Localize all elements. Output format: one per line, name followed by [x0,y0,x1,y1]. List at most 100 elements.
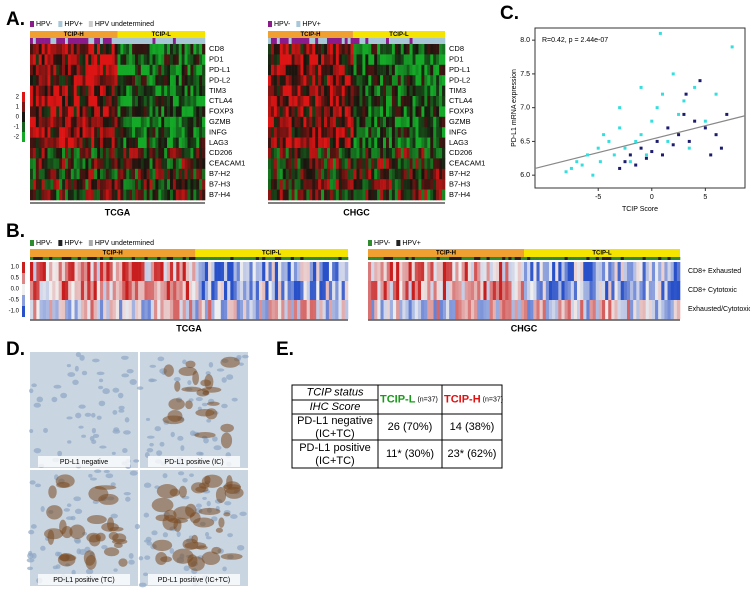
heatmap-cell [344,106,348,118]
heatmap-cell [76,189,80,201]
heatmap-cell [279,106,284,118]
heatmap-cell [32,179,37,190]
heatmap-cell [442,189,446,201]
heatmap-cell [53,137,57,149]
hpv-cell [573,257,578,260]
nucleus [40,545,46,551]
heatmap-cell [356,137,360,149]
heatmap-cell [102,127,107,138]
heatmap-cell [42,262,47,282]
heatmap-cell [626,262,631,282]
heatmap-cell [105,179,110,190]
heatmap-cell [386,148,390,159]
heatmap-cell [149,106,153,118]
nucleus [169,547,175,554]
hpv-cell [278,257,282,260]
heatmap-cell [172,158,177,170]
heatmap-cell [341,96,345,107]
heatmap-cell [377,168,381,180]
heatmap-cell [300,189,304,201]
legend-swatch [58,21,63,27]
heatmap-cell [79,168,83,180]
heatmap-cell [157,281,161,301]
heatmap-cell [199,96,203,107]
heatmap-cell [329,96,334,107]
heatmap-cell [279,96,284,107]
hpv-cell [508,257,512,260]
heatmap-cell [573,300,578,320]
heatmap-cell [35,106,40,118]
heatmap-cell [315,137,319,149]
heatmap-cell [368,300,372,320]
heatmap-cell [199,85,203,97]
heatmap-cell [288,168,292,180]
hpv-cell [140,38,145,44]
table-cell: 23* (62%) [448,448,497,460]
heatmap-cell [365,168,369,180]
heatmap-cell [306,96,310,107]
heatmap-cell [315,148,319,159]
heatmap-cell [397,127,402,138]
heatmap-cell [455,281,459,301]
heatmap-cell [91,96,95,107]
heatmap-cell [53,179,57,190]
heatmap-cell [377,106,381,118]
heatmap-cell [140,106,145,118]
hpv-cell [258,257,263,260]
hpv-cell [195,257,199,260]
nucleus [120,355,129,360]
heatmap-cell [400,106,404,118]
heatmap-cell [117,85,121,97]
heatmap-cell [303,168,307,180]
heatmap-cell [178,96,182,107]
heatmap-cell [187,75,191,86]
heatmap-cell [327,64,331,76]
heatmap-cell [377,300,381,320]
heatmap-cell [380,75,384,86]
nucleus [156,450,163,456]
nucleus [128,553,134,559]
heatmap-cell [424,281,428,301]
heatmap-cell [190,44,194,55]
heatmap-cell [149,137,153,149]
fit-line [534,115,746,170]
hpv-cell [664,257,668,260]
hpv-cell [150,257,155,260]
row-label: (IC+TC) [315,455,354,467]
heatmap-cell [489,300,494,320]
nucleus [206,418,212,423]
heatmap-cell [312,116,316,128]
gene-label: CTLA4 [449,96,472,105]
legend-swatch [88,21,93,27]
heatmap-cell [353,127,357,138]
hpv-cell [527,257,531,260]
heatmap-cell [405,300,409,320]
heatmap-cell [300,158,304,170]
heatmap-cell [38,54,42,66]
heatmap-cell [282,158,286,170]
heatmap-cell [170,75,174,86]
heatmap-cell [88,64,92,76]
heatmap-cell [424,44,428,55]
heatmap-cell [137,127,142,138]
heatmap-cell [96,300,101,320]
heatmap-cell [140,85,145,97]
gene-label: B7-H4 [209,190,230,199]
heatmap-cell [53,127,57,138]
heatmap-cell [278,262,282,282]
hpv-cell [327,38,331,44]
heatmap-cell [353,54,357,66]
heatmap-cell [270,96,275,107]
heatmap-cell [65,168,69,180]
heatmap-cell [106,262,110,282]
stain [103,547,120,557]
heatmap-cell [38,158,42,170]
nucleus [67,372,76,377]
heatmap-cell [670,281,675,301]
heatmap-cell [388,116,393,128]
heatmap-cell [158,127,162,138]
heatmap-cell [199,44,203,55]
heatmap-cell [146,96,150,107]
heatmap-cell [35,85,40,97]
heatmap-cell [502,300,506,320]
